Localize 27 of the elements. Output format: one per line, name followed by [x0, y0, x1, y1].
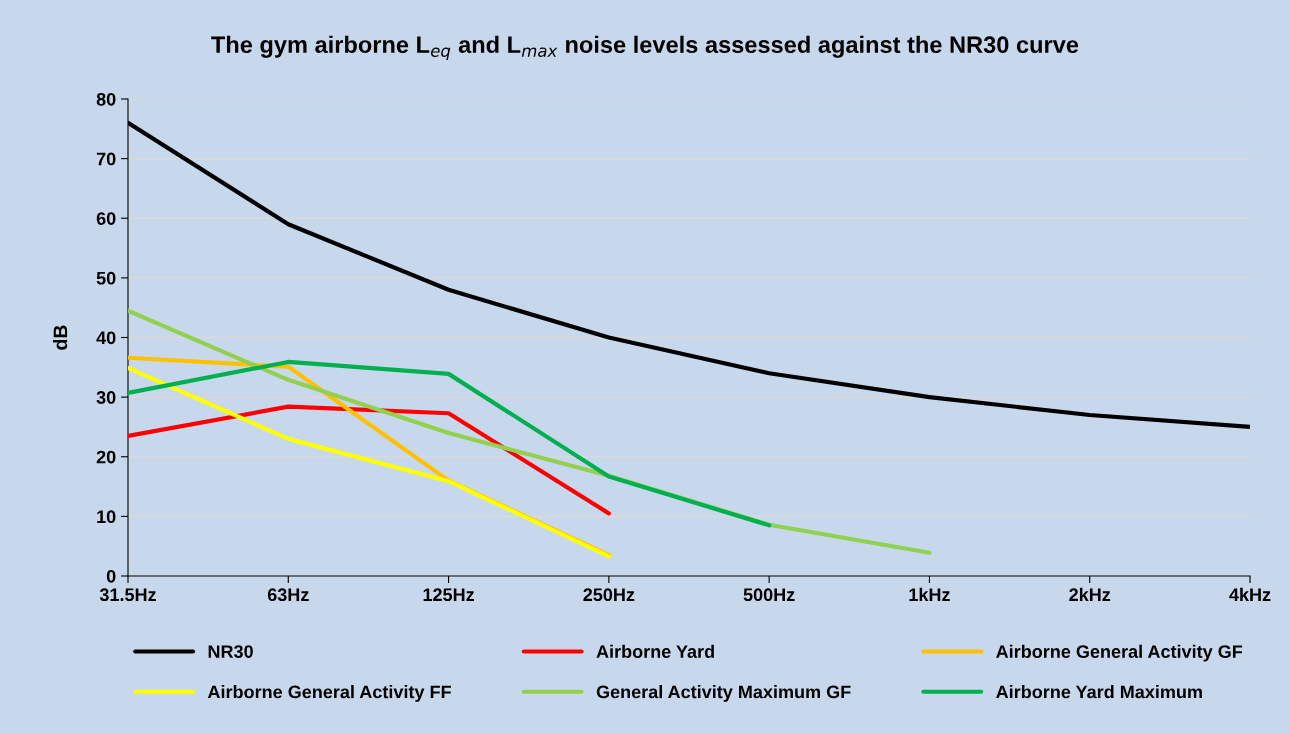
legend-label: Airborne General Activity FF: [207, 685, 451, 702]
line-series: [128, 404, 611, 516]
y-tick-label: 80: [96, 92, 116, 106]
y-tick-label: 50: [96, 271, 116, 285]
x-tick-label: 63Hz: [267, 588, 309, 602]
line-series: [128, 359, 772, 528]
y-tick-label: 60: [96, 212, 116, 225]
legend-label: General Activity Maximum GF: [596, 685, 851, 702]
y-tick-label: 0: [106, 569, 116, 583]
y-tick-label: 20: [96, 450, 116, 464]
chart-title: The gym airborne L$_{eq}$ and L$_{max}$ noise levels assessed against the NR30 curve: [211, 35, 1079, 61]
legend-label: Airborne Yard Maximum: [996, 685, 1202, 699]
x-tick-label: 2kHz: [1069, 587, 1111, 601]
y-tick-label: 10: [97, 510, 116, 524]
x-tick-label: 4kHz: [1229, 587, 1271, 601]
x-tick-label: 125Hz: [423, 588, 475, 602]
legend-label: NR30: [208, 645, 253, 659]
x-tick-label: 500Hz: [743, 588, 795, 602]
x-tick-label: 250Hz: [583, 588, 635, 602]
y-tick-label: 70: [96, 152, 116, 166]
y-tick-label: 40: [96, 331, 116, 345]
x-tick-label: 1kHz: [909, 587, 950, 601]
x-tick-label: 31.5Hz: [99, 588, 156, 602]
y-axis-title: dB: [52, 325, 68, 350]
y-tick-label: 30: [96, 391, 116, 404]
legend-label: Airborne Yard: [596, 644, 714, 658]
legend-label: Airborne General Activity GF: [996, 644, 1243, 662]
